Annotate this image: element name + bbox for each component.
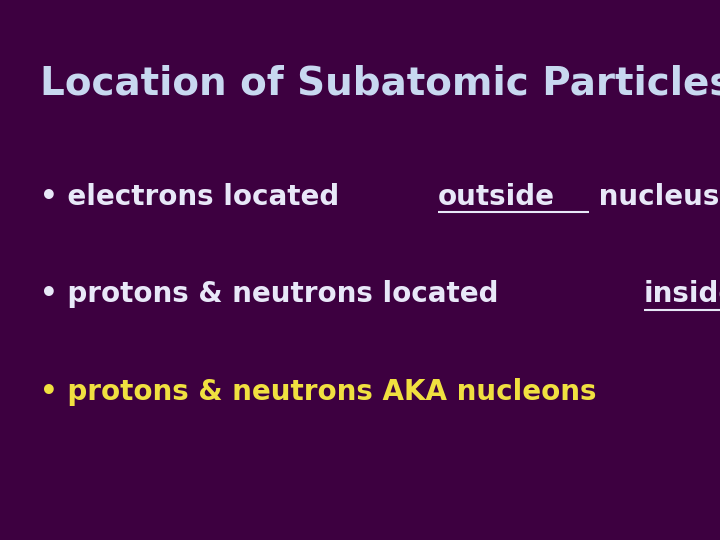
Text: • protons & neutrons located: • protons & neutrons located — [40, 280, 508, 308]
Text: Location of Subatomic Particles: Location of Subatomic Particles — [40, 65, 720, 103]
Text: • electrons located: • electrons located — [40, 183, 348, 211]
Text: outside: outside — [438, 183, 555, 211]
Text: inside: inside — [644, 280, 720, 308]
Text: nucleus: nucleus — [589, 183, 719, 211]
Text: • protons & neutrons AKA nucleons: • protons & neutrons AKA nucleons — [40, 377, 596, 406]
